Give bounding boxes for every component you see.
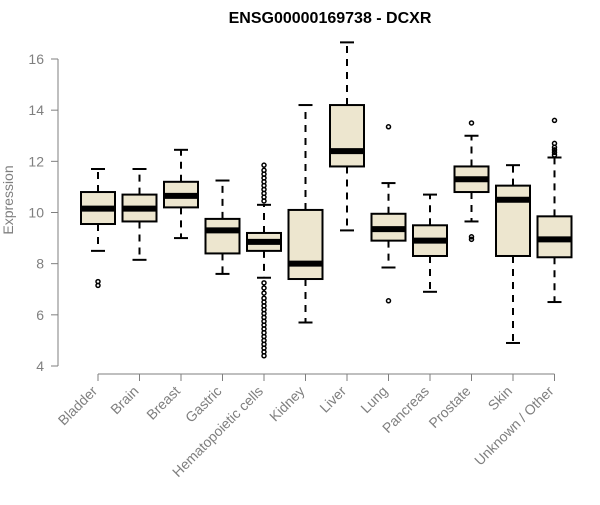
y-axis: 4 6 8 10 12 14 16 [28, 51, 59, 374]
y-tick-label: 4 [36, 358, 44, 374]
y-tick-label: 8 [36, 256, 44, 272]
chart-title: ENSG00000169738 - DCXR [229, 10, 432, 27]
outlier-point [551, 140, 558, 147]
x-tick-label-bladder: Bladder [55, 383, 101, 429]
box-liver [329, 41, 365, 232]
x-tick-label-prostate: Prostate [425, 383, 473, 431]
x-tick-label-lung: Lung [357, 383, 390, 416]
box-skin [495, 164, 531, 344]
y-axis-label: Expression [0, 165, 16, 234]
x-tick-label-brain: Brain [107, 383, 141, 417]
y-tick-label: 14 [28, 102, 44, 118]
outlier-point [468, 234, 475, 240]
outlier-point [261, 290, 267, 296]
outlier-point [551, 152, 558, 158]
plot-area [80, 41, 573, 359]
iqr-box [495, 184, 531, 257]
outlier-point [95, 278, 101, 285]
outlier-point [261, 162, 267, 168]
outlier-point [261, 280, 267, 286]
outlier-point [468, 236, 475, 243]
outlier-point [551, 147, 558, 153]
box-breast [163, 148, 199, 240]
y-tick-label: 6 [36, 307, 44, 323]
box-pancreas [412, 193, 448, 293]
iqr-box [287, 208, 324, 281]
x-tick-label-skin: Skin [485, 383, 516, 414]
iqr-box [204, 217, 241, 255]
outlier-point [261, 285, 267, 291]
outlier-point [551, 149, 558, 156]
y-tick-label: 10 [28, 205, 44, 221]
y-tick-label: 12 [28, 153, 44, 169]
box-lung [370, 124, 407, 304]
box-gastric [204, 179, 241, 275]
iqr-box [329, 104, 365, 168]
box-hematopoietic-cells [246, 162, 282, 359]
box-bladder [80, 168, 116, 289]
outlier-point [551, 117, 558, 124]
x-tick-label-kidney: Kidney [266, 383, 308, 425]
outlier-point [385, 124, 392, 130]
box-kidney [287, 104, 324, 324]
outlier-point [468, 120, 475, 126]
x-tick-label-breast: Breast [143, 383, 183, 423]
outlier-point [385, 298, 392, 304]
outlier-point [261, 167, 267, 174]
outlier-point [261, 295, 267, 301]
x-tick-label-liver: Liver [316, 383, 349, 416]
y-tick-label: 16 [28, 51, 44, 67]
box-unknown-other [536, 117, 573, 304]
box-prostate [453, 120, 490, 243]
box-brain [121, 168, 158, 261]
x-tick-label-unknown-other: Unknown / Other [471, 383, 557, 469]
